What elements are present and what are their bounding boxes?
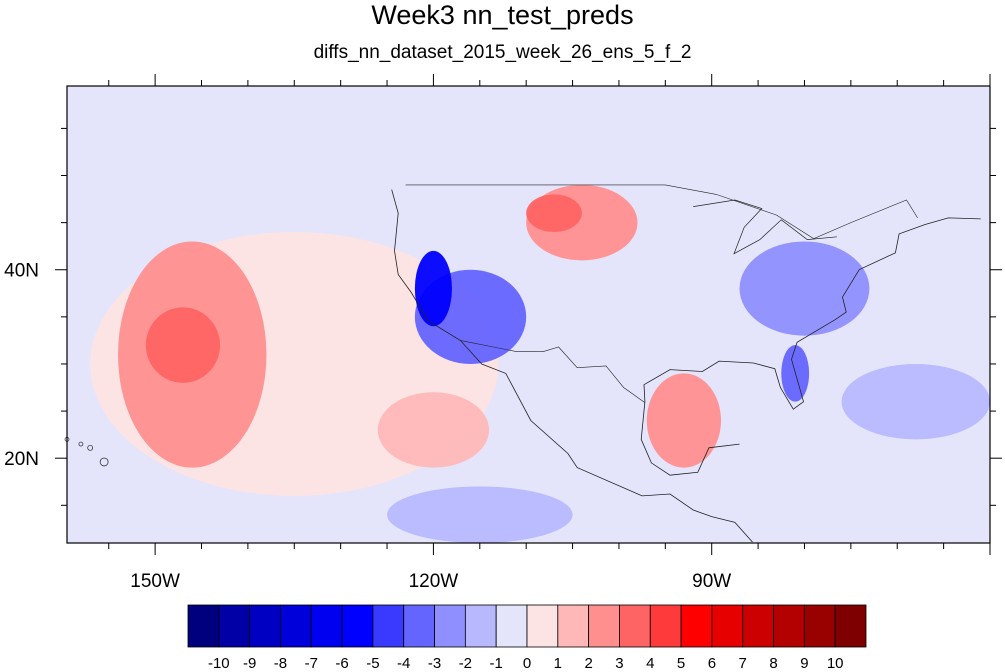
coastline-overlay — [64, 184, 981, 543]
colorbar-tick-label: -2 — [459, 655, 472, 672]
colorbar-swatch — [619, 604, 651, 648]
anomaly-region — [414, 250, 452, 327]
anomaly-region — [145, 307, 221, 383]
colorbar-swatch — [280, 604, 312, 648]
colorbar-swatch — [711, 604, 744, 648]
plot-frame — [66, 85, 991, 544]
colorbar-tick-label: 3 — [615, 655, 623, 672]
y-tick-label: 40N — [4, 261, 39, 282]
anomaly-region — [387, 486, 573, 543]
colorbar-tick-label: 10 — [827, 655, 844, 672]
us-canada-border — [405, 184, 918, 239]
colorbar-tick-label: 1 — [554, 655, 562, 672]
anomaly-region — [646, 373, 721, 468]
x-tick-label: 120W — [409, 571, 459, 592]
chart-subtitle: diffs_nn_dataset_2015_week_26_ens_5_f_2 — [313, 42, 692, 63]
colorbar-swatch — [372, 604, 405, 648]
map-plot-area — [67, 86, 990, 543]
x-tick-label: 150W — [130, 571, 180, 592]
colorbar-swatch — [557, 604, 590, 648]
colorbar-tick-label: -8 — [274, 655, 287, 672]
great-lakes-outline — [693, 199, 837, 255]
colorbar-swatch — [495, 604, 528, 648]
us-mexico-border — [460, 340, 646, 403]
colorbar-tick-label: -6 — [335, 655, 348, 672]
colorbar-swatch — [218, 604, 251, 648]
colorbar-swatch — [526, 604, 559, 648]
colorbar-swatch — [834, 604, 867, 648]
colorbar-tick-label: -10 — [208, 655, 230, 672]
colorbar-tick-label: 8 — [769, 655, 777, 672]
anomaly-region — [526, 194, 582, 233]
x-tick-label: 90W — [692, 571, 731, 592]
colorbar-tick-label: 2 — [584, 655, 592, 672]
colorbar: -10 -9 -8 -7 -6 -5 -4 -3 -2 -1 0 1 2 3 4 5 6 7 8 9 10 — [187, 604, 867, 672]
hawaii-island-outline — [99, 457, 109, 467]
colorbar-swatch — [434, 604, 466, 648]
y-tick-label: 20N — [4, 449, 39, 470]
pacific-coastline — [391, 189, 753, 543]
colorbar-tick-label: -9 — [243, 655, 256, 672]
colorbar-swatch — [742, 604, 774, 648]
colorbar-tick-label: 5 — [677, 655, 685, 672]
colorbar-swatch — [249, 604, 281, 648]
anomaly-region — [377, 392, 490, 468]
colorbar-tick-label: -4 — [397, 655, 410, 672]
colorbar-tick-label: -5 — [366, 655, 379, 672]
colorbar-swatch — [588, 604, 620, 648]
colorbar-tick-label: -3 — [428, 655, 441, 672]
colorbar-tick-label: 9 — [800, 655, 808, 672]
anomaly-region — [841, 363, 990, 440]
colorbar-tick-label: 0 — [523, 655, 531, 672]
colorbar-swatch — [680, 604, 713, 648]
anomaly-region — [739, 241, 870, 336]
colorbar-tick-label: 6 — [708, 655, 716, 672]
colorbar-swatch — [341, 604, 374, 648]
colorbar-swatch — [773, 604, 805, 648]
chart-title: Week3 nn_test_preds — [371, 0, 634, 30]
hawaii-island-outline — [78, 441, 84, 447]
hawaii-island-outline — [87, 444, 94, 451]
colorbar-swatch — [464, 604, 497, 648]
colorbar-swatch — [187, 604, 220, 648]
colorbar-tick-label: 7 — [739, 655, 747, 672]
colorbar-swatch — [649, 604, 682, 648]
map-axes: 150W 120W 90W 40N 20N — [4, 74, 1002, 592]
colorbar-tick-label: -1 — [490, 655, 503, 672]
colorbar-tick-label: 4 — [646, 655, 654, 672]
colorbar-swatch — [310, 604, 343, 648]
colorbar-tick-label: -7 — [305, 655, 318, 672]
atlantic-gulf-coastline — [640, 217, 981, 476]
colorbar-swatch — [403, 604, 435, 648]
colorbar-swatch — [803, 604, 836, 648]
